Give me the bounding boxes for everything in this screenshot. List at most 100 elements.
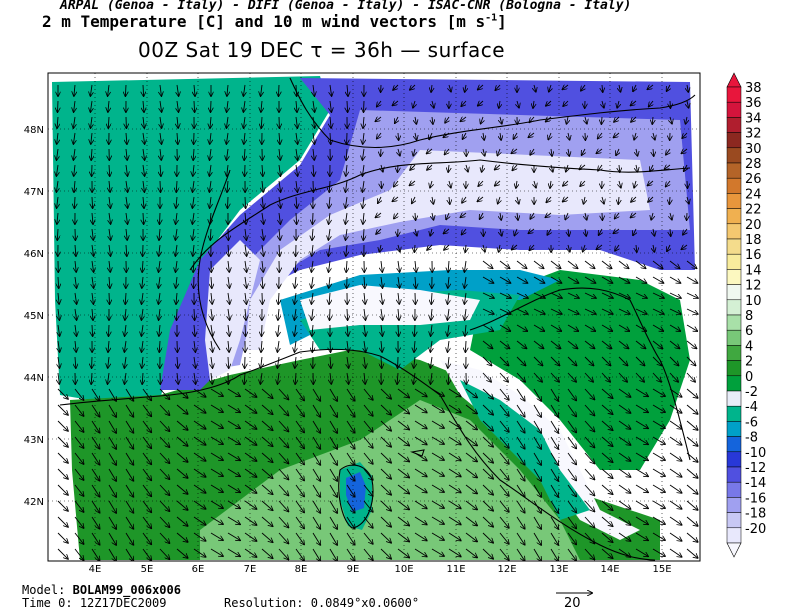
wind-arrow [262,228,264,240]
wind-arrow [210,452,223,460]
wind-arrow [616,148,619,155]
wind-arrow [499,372,508,382]
wind-arrow [669,276,680,283]
wind-arrow [448,276,449,288]
wind-arrow [193,228,195,240]
wind-arrow [448,164,449,172]
colorbar-label: 26 [745,172,762,187]
lon-label: 4E [89,564,102,575]
footer-resolution: Resolution: 0.0849°x0.0600° [224,596,419,610]
header-variables-sup: -1 [485,12,498,24]
wind-arrow [210,404,223,412]
footer-model-value: BOLAM99_006x006 [72,583,181,597]
colorbar-label: 22 [745,203,762,218]
wind-arrow [584,436,594,447]
wind-arrow [601,116,602,124]
wind-arrow [261,388,273,398]
wind-arrow [177,356,178,368]
wind-arrow [124,340,126,352]
wind-arrow [74,500,84,512]
colorbar-label: -20 [745,522,766,537]
wind-arrow [227,404,240,412]
colorbar-swatch [726,329,742,346]
wind-arrow [430,228,432,236]
colorbar-label: 20 [745,218,762,233]
wind-arrow [176,180,177,192]
wind-arrow [483,244,485,252]
wind-arrow [584,404,594,415]
wind-arrow [346,260,347,272]
colorbar-swatch [726,481,742,498]
wind-arrow [244,516,257,525]
wind-arrow [244,548,257,557]
colorbar-swatch [726,497,742,513]
wind-arrow [75,292,77,304]
wind-arrow [176,420,188,430]
wind-arrow [228,340,229,352]
colorbar-label: 2 [745,355,753,370]
wind-arrow [57,196,58,208]
wind-arrow [261,116,262,128]
wind-arrow [363,404,373,416]
wind-arrow [669,436,682,445]
wind-arrow [312,516,320,529]
wind-arrow [686,372,695,382]
wind-arrow [534,180,536,188]
wind-arrow [619,84,621,92]
wind-arrow [465,340,466,352]
wind-arrow [448,436,461,445]
wind-arrow [177,372,178,384]
wind-arrow [313,84,314,96]
wind-arrow [669,516,682,525]
wind-arrow [380,452,391,463]
wind-arrow [412,196,415,203]
wind-arrow [278,372,280,384]
wind-arrow [295,276,296,288]
wind-arrow [143,116,144,128]
wind-arrow [550,180,551,188]
wind-arrow [92,228,93,240]
wind-arrow [686,500,698,510]
wind-arrow [211,324,213,336]
wind-arrow [312,532,320,545]
wind-arrow [686,436,698,446]
wind-arrow [74,420,84,432]
wind-arrow [193,260,194,272]
wind-arrow [329,548,337,561]
wind-arrow [567,260,578,268]
wind-arrow [533,100,534,108]
wind-arrow [393,101,399,105]
wind-arrow [143,100,144,112]
wind-arrow [653,132,655,140]
wind-arrow [57,212,58,224]
zone-alps-west [205,240,260,380]
colorbar-label: 38 [745,81,762,96]
wind-arrow [499,308,511,314]
wind-arrow [109,324,110,336]
wind-arrow [143,196,144,208]
wind-arrow [650,164,653,171]
wind-arrow [142,516,151,528]
wind-arrow [670,116,672,124]
wind-arrow [601,468,613,478]
wind-arrow [533,324,544,331]
wind-arrow [427,244,433,250]
wind-arrow [398,164,399,172]
wind-arrow [652,420,665,428]
wind-arrow [194,372,196,384]
footer-time: Time 0: 12Z17DEC2009 [22,596,167,610]
wind-arrow [615,212,619,219]
wind-arrow [584,372,593,382]
wind-arrow [296,84,297,96]
wind-arrow [462,228,466,235]
wind-arrow [634,180,636,188]
wind-arrow [397,404,409,414]
wind-arrow [601,308,613,314]
wind-arrow [108,420,116,433]
wind-arrow [380,404,391,415]
wind-arrow [533,548,541,561]
wind-arrow [614,229,620,233]
wind-arrow [584,340,594,348]
wind-arrow [346,548,355,561]
wind-arrow [430,340,432,352]
